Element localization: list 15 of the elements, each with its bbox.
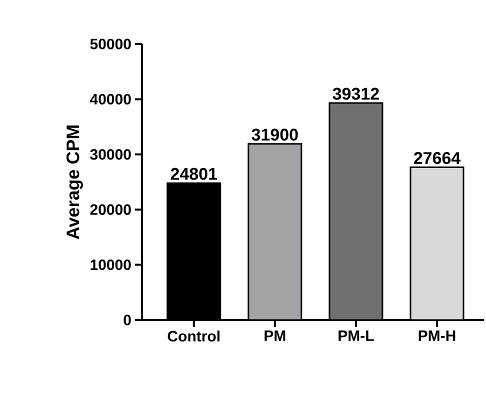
x-tick-label: PM	[264, 330, 286, 341]
data-label: 31900	[252, 128, 298, 141]
y-tick-label: 20000	[90, 204, 131, 215]
y-tick-label: 30000	[90, 149, 131, 160]
x-tick-label: Control	[168, 330, 220, 342]
x-tick-label: PM-L	[338, 330, 374, 341]
y-tick-label: 50000	[90, 38, 131, 50]
y-axis-title: Average CPM	[66, 126, 83, 240]
data-label: 39312	[332, 88, 379, 100]
data-label: 27664	[414, 152, 461, 164]
data-label: 24801	[170, 168, 218, 180]
y-tick-label: 10000	[90, 259, 131, 270]
x-tick-label: PM-H	[418, 330, 456, 341]
y-tick-label: 0	[124, 314, 131, 326]
y-tick-label: 40000	[90, 94, 131, 105]
